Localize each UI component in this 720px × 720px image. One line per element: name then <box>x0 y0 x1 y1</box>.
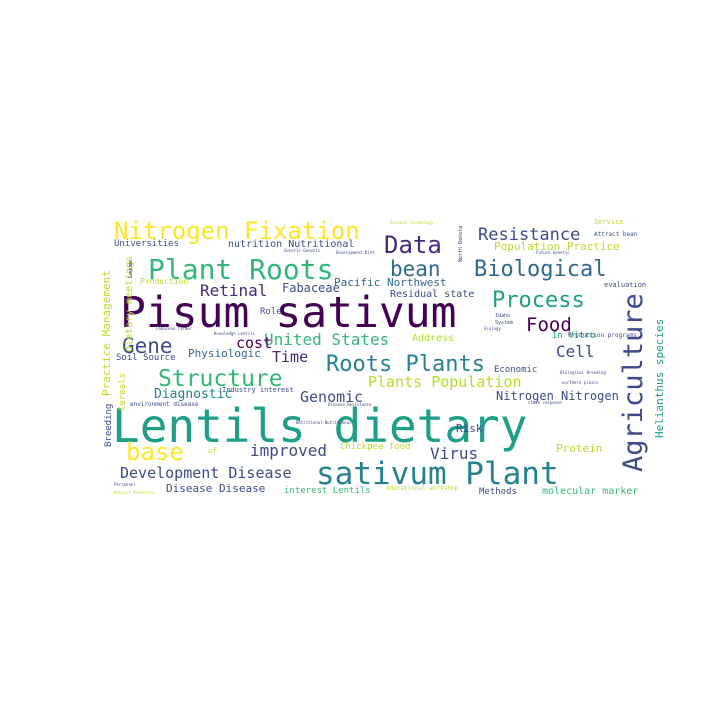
word-of: of <box>208 447 216 455</box>
word-diagnostic: Diagnostic <box>154 387 232 402</box>
word-time: Time <box>272 348 308 366</box>
word-state-response: state response <box>528 400 562 405</box>
word-disease-technology: Disease Technology <box>390 220 434 225</box>
word-biological: Biological <box>474 257 606 282</box>
word-north-dakota: North Dakota <box>458 226 464 262</box>
word-practice-management: Practice Management <box>100 270 113 396</box>
word-resistance: Resistance <box>478 225 580 245</box>
word-nutrition-nutritional: nutrition Nutritional <box>228 239 354 250</box>
word-disease-disease: Disease Disease <box>166 482 265 495</box>
word-environment-disease: environment disease <box>130 401 199 408</box>
word-future-genetic: Future Genetic <box>536 250 570 255</box>
word-agriculture: Agriculture <box>618 293 649 472</box>
word-legume: Legume <box>128 260 134 278</box>
word-pisum-sativum: Pisum sativum <box>120 288 457 338</box>
word-methods: Methods <box>479 487 517 497</box>
word-biological-breeding: Biological Breeding <box>560 370 606 375</box>
word-fabaceae: Fabaceae <box>282 281 340 295</box>
word-genomic: Genomic <box>300 388 363 406</box>
word-sativum-plant: sativum Plant <box>316 456 559 492</box>
word-retinal: Retinal <box>200 281 267 300</box>
word-nitrogen-nitrogen: Nitrogen Nitrogen <box>496 389 619 403</box>
word-cost: cost <box>236 334 272 352</box>
word-cereals: Cereals <box>118 373 128 411</box>
word-united-states: United States <box>264 330 389 349</box>
word-chickpea-food: Chickpea food <box>340 442 410 452</box>
word-population-practice: Population Practice <box>494 240 620 253</box>
word-process: Process <box>492 288 585 313</box>
word-data: Data <box>384 231 442 259</box>
word-knowledge-lentils: Knowledge Lentils <box>214 331 256 336</box>
word-plant-roots: Plant Roots <box>148 253 333 286</box>
word-ecology: Ecology <box>484 326 501 331</box>
word-genetic-genetic: Genetic Genetic <box>284 248 321 253</box>
word-structure: Structure <box>158 366 283 392</box>
word-residual-state: Residual state <box>390 289 474 300</box>
word-production-programs: Production programs <box>568 332 637 339</box>
word-development-diet: Development Diet <box>336 250 375 255</box>
word-system: System <box>495 320 513 326</box>
word-breeding: Breeding <box>104 404 114 447</box>
word-attract-bean: Attract bean <box>594 231 638 238</box>
word-physiologic: Physiologic <box>188 347 261 360</box>
word-in-vitro: In Vitro <box>552 331 595 341</box>
word-interest-lentils: interest Lentils <box>284 486 371 496</box>
word-northern-plains: northern plains <box>562 380 599 385</box>
word-helianthus-species: Helianthus species <box>653 319 666 438</box>
word-evaluation: evaluation <box>604 281 646 289</box>
word-development-disease: Development Disease <box>120 464 292 482</box>
word-idaho: Idaho <box>495 313 510 319</box>
word-service: Service <box>594 218 624 226</box>
word-economic: Economic <box>494 365 537 375</box>
word-disease-resistance: Disease Resistance <box>328 402 372 407</box>
word-improved: improved <box>250 441 327 460</box>
word-roots-plants: Roots Plants <box>326 352 485 377</box>
word-protein: Protein <box>556 442 602 455</box>
word-educational-workshop: educational workshop <box>386 485 459 492</box>
word-address: Address <box>412 333 454 344</box>
word-role: Role <box>260 307 282 317</box>
word-production: Production <box>140 277 188 286</box>
word-plants-population: Plants Population <box>368 373 522 391</box>
word-personnel: Personnel <box>114 482 136 487</box>
word-gene: Gene <box>122 334 173 358</box>
word-soil-source: Soil Source <box>116 353 176 363</box>
word-universities: Universities <box>114 239 179 249</box>
word-nutritional-nutritional: Nutritional Nutritional <box>296 420 352 425</box>
word-bean: bean <box>390 257 441 281</box>
word-nitrogen-fixation: Nitrogen Fixation <box>114 217 360 245</box>
word-risk: Risk <box>456 422 483 435</box>
word-base: base <box>126 438 184 466</box>
word-fabaceae-farmer: Fabaceae farmer <box>156 326 193 331</box>
word-pacific-northwest: Pacific Northwest <box>334 276 447 289</box>
word-virus: Virus <box>430 444 478 463</box>
word-dietary-meetings: dietary meetings <box>124 256 135 352</box>
word-molecular-marker: molecular marker <box>542 486 638 497</box>
word-food: Food <box>526 314 572 336</box>
word-industry-interest: Industry interest <box>222 386 294 394</box>
word-lentils-dietary: Lentils dietary <box>112 399 527 453</box>
word-cell: Cell <box>556 342 595 361</box>
word-natural-resources: Natural Resources <box>114 490 156 495</box>
